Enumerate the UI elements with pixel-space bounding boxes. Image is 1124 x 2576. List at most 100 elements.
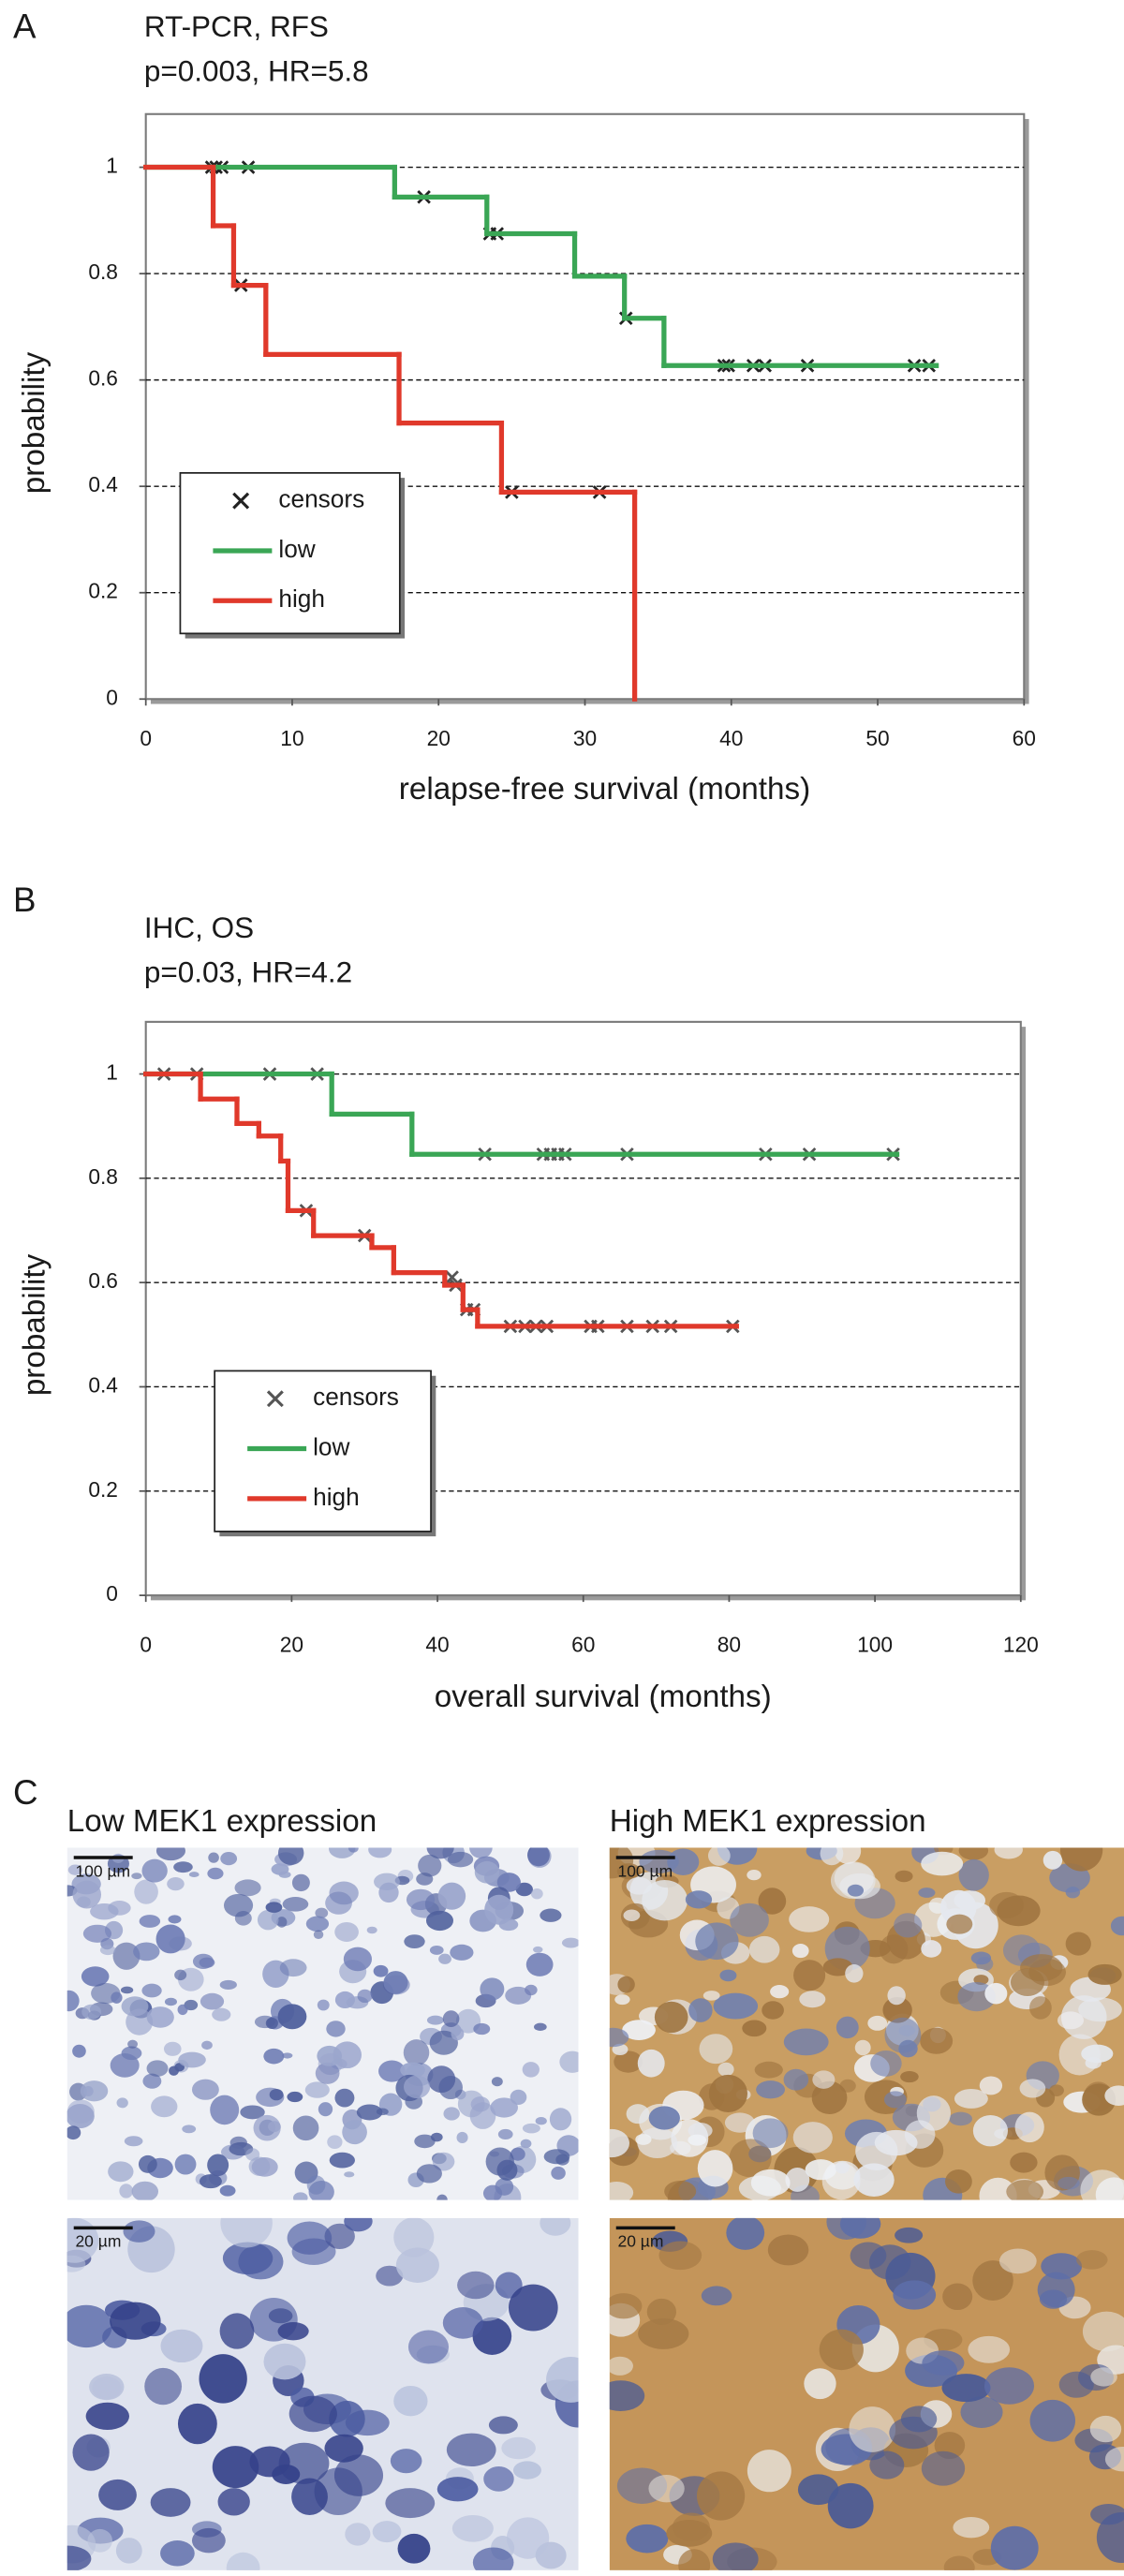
cell	[108, 1901, 131, 1916]
cell	[123, 2220, 155, 2243]
cell	[418, 1854, 442, 1877]
scale-bar-label: 100 µm	[75, 1861, 130, 1880]
cell	[438, 1953, 451, 1964]
cell	[695, 1922, 739, 1961]
cell	[378, 2060, 406, 2082]
cell	[406, 1888, 436, 1911]
cell	[201, 2040, 213, 2050]
cell	[793, 1960, 826, 1991]
cell	[667, 1848, 700, 1875]
x-tick-label: 20	[280, 1632, 303, 1656]
cell	[783, 2028, 829, 2056]
cell	[1057, 2011, 1085, 2030]
cell	[540, 1908, 562, 1922]
cell	[67, 2304, 112, 2348]
cell	[138, 2154, 157, 2173]
cell	[188, 1872, 200, 1878]
cell	[1006, 2180, 1044, 2200]
cell	[81, 1966, 110, 1987]
cell	[288, 2395, 337, 2433]
cell	[277, 1847, 304, 1866]
cell	[1110, 1916, 1124, 1936]
cell	[131, 2181, 159, 2200]
cell	[845, 1963, 864, 1983]
cell	[315, 1907, 329, 1918]
cell	[1014, 2111, 1044, 2143]
cell	[160, 2329, 203, 2363]
cell	[989, 1891, 1024, 1919]
cell	[918, 1888, 936, 1898]
cell	[954, 2089, 988, 2109]
cell	[609, 2027, 629, 2048]
cell	[287, 2091, 303, 2103]
cell	[164, 1997, 177, 2006]
cell	[407, 2330, 450, 2364]
cell	[729, 2139, 772, 2178]
panel-label: C	[13, 1773, 38, 1812]
cell	[219, 2313, 255, 2349]
cell	[485, 2147, 514, 2176]
cell	[783, 2068, 809, 2091]
cell	[304, 2081, 330, 2098]
cell	[522, 2123, 540, 2134]
x-tick-label: 10	[280, 726, 303, 750]
panel-label: A	[13, 7, 37, 46]
cell	[820, 1847, 844, 1866]
cell	[146, 2006, 174, 2028]
cell	[67, 1990, 80, 2012]
cell	[958, 1858, 989, 1891]
cell	[167, 1877, 185, 1891]
cell	[112, 1942, 140, 1970]
image-title: High MEK1 expression	[610, 1804, 926, 1839]
cell	[510, 2147, 525, 2161]
cell	[472, 2547, 514, 2570]
cell	[949, 2111, 972, 2126]
cell	[767, 2234, 809, 2266]
cell	[276, 1917, 288, 1928]
chart-subtitle: p=0.003, HR=5.8	[144, 54, 369, 87]
cell	[819, 2329, 864, 2371]
cell	[853, 2163, 895, 2197]
cell	[426, 2015, 444, 2025]
cell	[920, 2027, 954, 2054]
cell	[609, 2356, 633, 2376]
cell	[436, 2477, 479, 2502]
cell	[1082, 2311, 1124, 2352]
cell	[329, 2152, 355, 2169]
cell	[110, 2302, 161, 2340]
cell	[1090, 2367, 1117, 2387]
cell	[150, 2488, 191, 2517]
cell	[805, 2159, 837, 2181]
cell	[960, 2396, 1003, 2428]
cell	[427, 2065, 456, 2094]
cell	[390, 2449, 422, 2474]
cell	[169, 2065, 179, 2076]
cell	[719, 1969, 737, 1982]
cell	[512, 2461, 541, 2480]
cell	[457, 2271, 495, 2300]
cell	[637, 2049, 665, 2078]
cell	[450, 1944, 474, 1961]
cell	[941, 2374, 991, 2403]
cell	[1080, 2169, 1124, 2200]
cell	[1090, 2503, 1124, 2525]
cell	[385, 2488, 436, 2519]
cell	[748, 1935, 780, 1963]
cell	[357, 1989, 373, 2004]
cell	[626, 1876, 652, 1895]
legend-marker	[266, 1390, 284, 1408]
cell	[549, 2108, 572, 2131]
cell	[131, 1873, 142, 1880]
cell	[141, 1858, 168, 1883]
cell	[116, 2097, 128, 2109]
cell	[854, 2039, 871, 2056]
cell	[850, 2242, 887, 2270]
cell	[506, 2517, 550, 2559]
cell	[648, 2106, 680, 2130]
cell	[491, 2077, 503, 2087]
cell	[329, 2400, 365, 2437]
cell	[622, 2020, 656, 2040]
cell	[482, 2184, 503, 2200]
cell	[717, 2062, 734, 2077]
